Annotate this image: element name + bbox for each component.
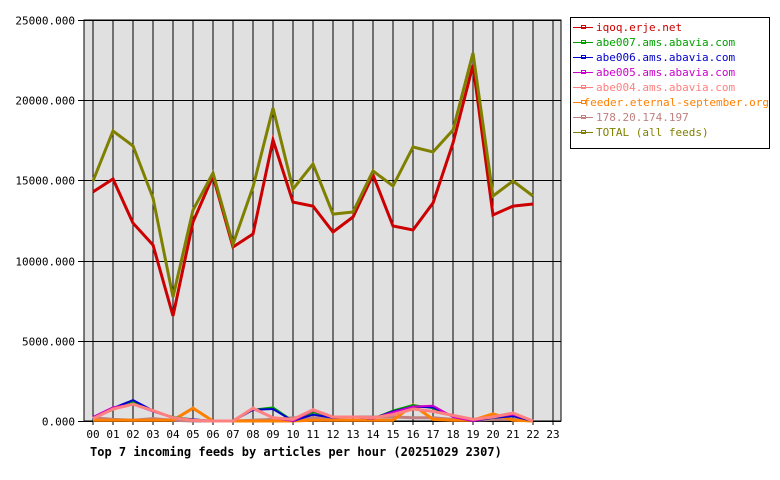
- y-tick-label: 5000.000: [22, 336, 75, 349]
- legend-label: feeder.eternal-september.org: [583, 96, 769, 109]
- x-tick-label: 20: [486, 428, 499, 441]
- legend-item: TOTAL (all feeds): [571, 125, 769, 140]
- legend-line-icon: [573, 83, 593, 92]
- y-tick-label: 15000.000: [15, 175, 75, 188]
- y-tick-label: 0.000: [42, 416, 75, 429]
- x-tick-label: 01: [106, 428, 119, 441]
- y-tick-label: 25000.000: [15, 15, 75, 28]
- legend-line-icon: [573, 113, 593, 122]
- legend-label: abe006.ams.abavia.com: [596, 51, 736, 64]
- y-axis: 0.000 5000.000 10000.000 15000.000 20000.000…: [15, 15, 75, 429]
- legend-item: abe006.ams.abavia.com: [571, 50, 769, 65]
- x-tick-label: 10: [286, 428, 299, 441]
- series-line: [92, 64, 534, 317]
- series-line: [93, 403, 534, 423]
- x-tick-label: 17: [426, 428, 439, 441]
- legend-label: abe004.ams.abavia.com: [596, 81, 736, 94]
- legend-item: abe004.ams.abavia.com: [571, 80, 769, 95]
- series-lines: [91, 52, 534, 423]
- series-line: [92, 402, 534, 423]
- legend-label: abe005.ams.abavia.com: [596, 66, 736, 79]
- legend-line-icon: [573, 128, 593, 137]
- x-tick-label: 03: [146, 428, 159, 441]
- x-tick-label: 21: [506, 428, 519, 441]
- legend-label: TOTAL (all feeds): [596, 126, 709, 139]
- y-tick-label: 20000.000: [15, 95, 75, 108]
- x-tick-label: 22: [526, 428, 539, 441]
- x-axis: 00 01 02 03 04 05 06 07 08 09 10 11 12 13 14 15 16 17 18 19…: [86, 428, 559, 441]
- x-tick-label: 07: [226, 428, 239, 441]
- legend: iqoq.erje.net abe007.ams.abavia.com abe0…: [570, 17, 770, 149]
- x-tick-label: 04: [166, 428, 180, 441]
- chart-title: Top 7 incoming feeds by articles per hou…: [90, 445, 502, 459]
- y-tick-label: 10000.000: [15, 256, 75, 269]
- x-tick-label: 14: [366, 428, 380, 441]
- x-tick-label: 11: [306, 428, 319, 441]
- x-tick-label: 19: [466, 428, 479, 441]
- legend-item: iqoq.erje.net: [571, 20, 769, 35]
- x-tick-label: 12: [326, 428, 339, 441]
- x-tick-label: 06: [206, 428, 219, 441]
- x-tick-label: 18: [446, 428, 459, 441]
- x-tick-label: 08: [246, 428, 259, 441]
- legend-line-icon: [573, 53, 593, 62]
- legend-line-icon: [573, 68, 593, 77]
- series-line: [91, 52, 534, 298]
- x-tick-label: 05: [186, 428, 199, 441]
- legend-line-icon: [573, 23, 593, 32]
- x-tick-label: 13: [346, 428, 359, 441]
- legend-label: 178.20.174.197: [596, 111, 689, 124]
- legend-item: abe005.ams.abavia.com: [571, 65, 769, 80]
- x-tick-label: 00: [86, 428, 99, 441]
- x-tick-label: 09: [266, 428, 279, 441]
- legend-item: 178.20.174.197: [571, 110, 769, 125]
- x-tick-label: 23: [546, 428, 559, 441]
- legend-line-icon: [573, 98, 586, 107]
- legend-item: feeder.eternal-september.org: [571, 95, 769, 110]
- legend-label: abe007.ams.abavia.com: [596, 36, 736, 49]
- x-tick-label: 02: [126, 428, 139, 441]
- legend-item: abe007.ams.abavia.com: [571, 35, 769, 50]
- x-tick-label: 16: [406, 428, 419, 441]
- x-tick-label: 15: [386, 428, 399, 441]
- legend-label: iqoq.erje.net: [596, 21, 683, 34]
- legend-line-icon: [573, 38, 593, 47]
